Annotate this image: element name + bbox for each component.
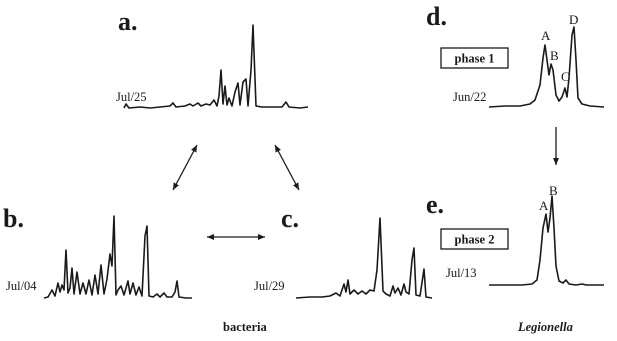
peak-label-d-B: B	[550, 48, 559, 63]
phase-1-box	[440, 47, 509, 69]
panel-a: a. Jul/25	[116, 7, 309, 109]
panel-d-trace	[488, 26, 605, 108]
peak-label-d-C: C	[561, 69, 570, 84]
panel-a-letter: a.	[118, 7, 138, 36]
caption-legionella: Legionella	[517, 320, 573, 334]
arrow-a-b	[172, 144, 198, 191]
panel-e-date: Jul/13	[446, 266, 477, 280]
panel-d: d. phase 1 Jun/22 A B C D	[426, 2, 605, 108]
arrow-a-c	[274, 144, 300, 191]
peak-label-d-D: D	[569, 12, 578, 27]
panel-e-letter: e.	[426, 190, 444, 219]
panel-d-date: Jun/22	[453, 90, 486, 104]
caption-bacteria: bacteria	[223, 320, 267, 334]
phase-1-label: phase 1	[455, 52, 495, 66]
panel-e: e. phase 2 Jul/13 A B	[426, 183, 604, 286]
peak-label-e-B: B	[549, 183, 558, 198]
peak-label-e-A: A	[539, 198, 549, 213]
panel-b-letter: b.	[3, 204, 24, 233]
panel-c-date: Jul/29	[254, 279, 285, 293]
panel-d-letter: d.	[426, 2, 447, 31]
panel-b-trace	[43, 215, 192, 299]
panel-b-date: Jul/04	[6, 279, 37, 293]
panel-a-trace	[123, 24, 309, 109]
panel-e-trace	[489, 195, 604, 286]
panel-b: b. Jul/04	[3, 204, 192, 299]
panel-c-letter: c.	[281, 204, 299, 233]
phase-2-box	[440, 228, 509, 250]
phase-2-label: phase 2	[455, 233, 495, 247]
panel-c: c. Jul/29	[254, 204, 433, 299]
panel-a-date: Jul/25	[116, 90, 147, 104]
peak-label-d-A: A	[541, 28, 551, 43]
panel-c-trace	[295, 217, 433, 299]
